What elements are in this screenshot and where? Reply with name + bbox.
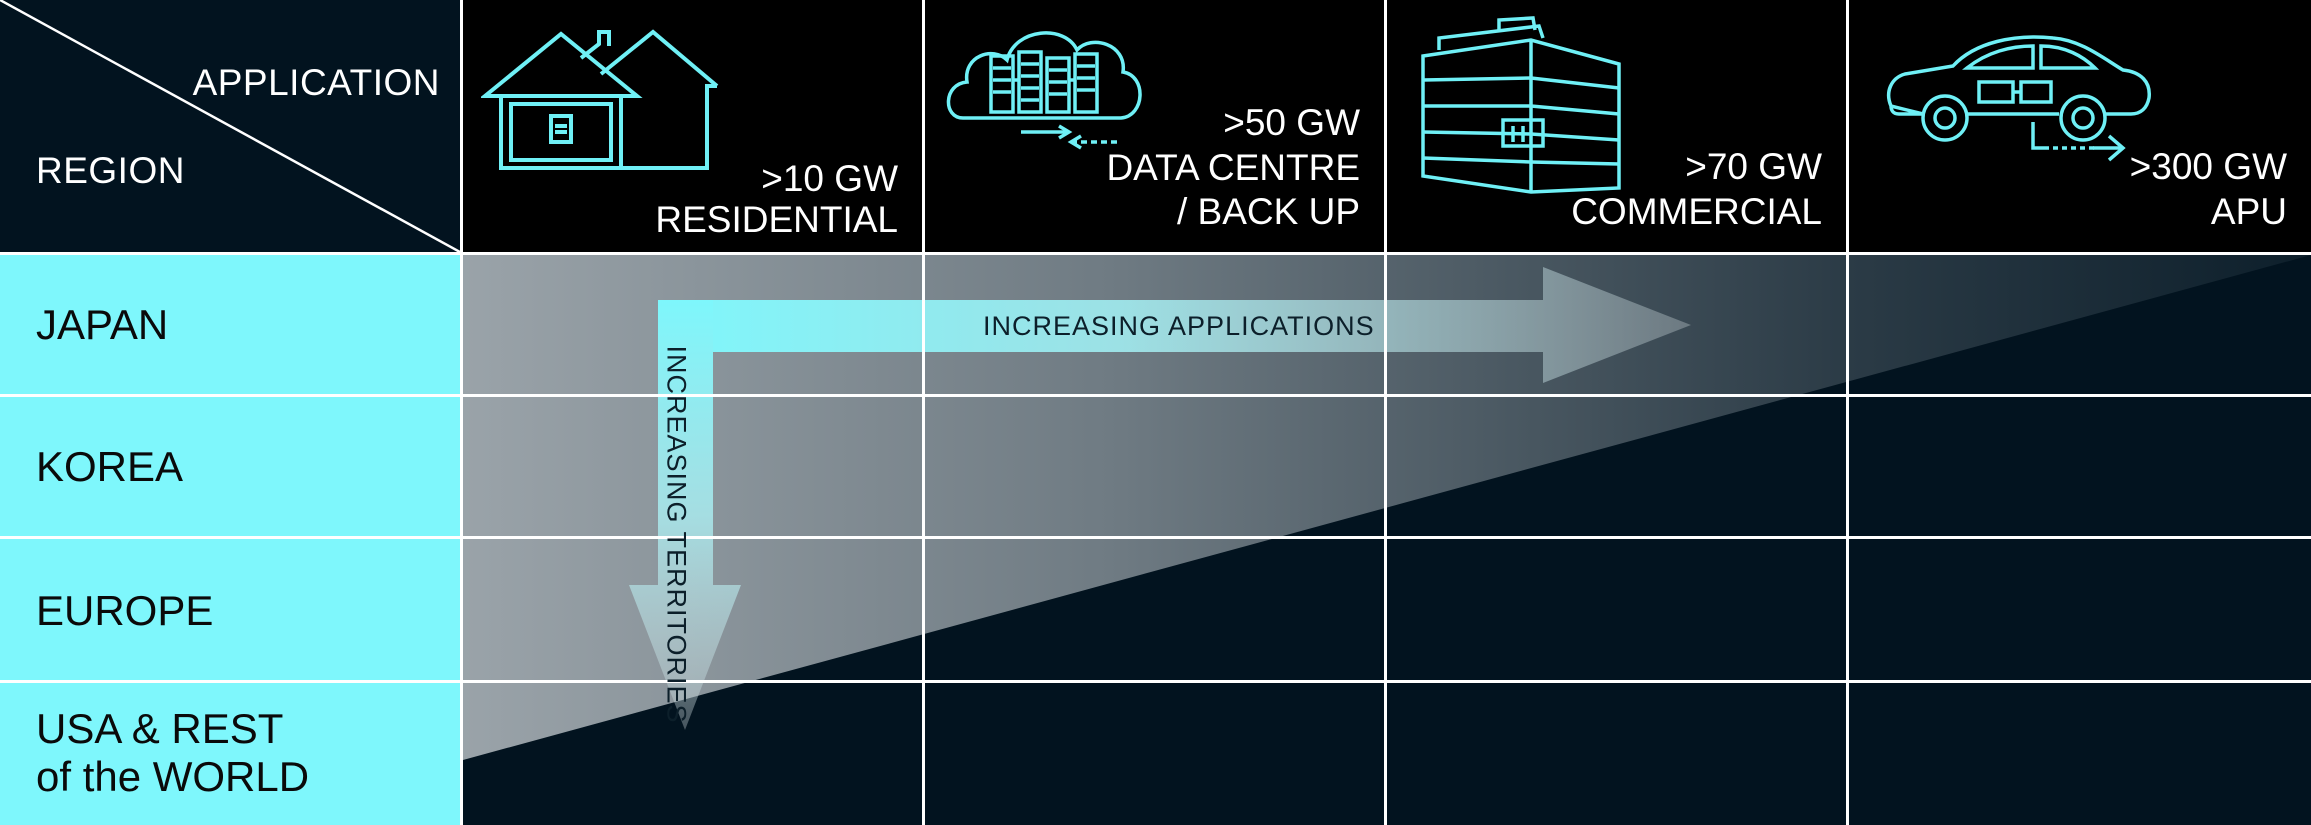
coverage-wedge: [463, 255, 2311, 760]
arrow-label-territories: INCREASING TERRITORIES: [661, 345, 692, 724]
app-name-line: / BACK UP: [1177, 191, 1360, 232]
app-capacity: >50 GW: [1223, 102, 1360, 143]
grid-cell: [1387, 539, 1849, 683]
matrix-grid: INCREASING APPLICATIONS INCREASING TERRI…: [463, 255, 2311, 825]
arrow-increasing-applications: [658, 267, 1691, 383]
region-label: KOREA: [36, 443, 184, 490]
grid-cell: [1387, 397, 1849, 539]
app-header-apu: >300 GW APU: [1849, 0, 2311, 252]
app-name-line: APU: [2210, 191, 2287, 232]
grid-cell: [463, 397, 925, 539]
region-label-line: of the WORLD: [36, 753, 310, 800]
house-icon: [481, 29, 719, 170]
app-capacity: >70 GW: [1685, 146, 1822, 187]
grid-cell: [925, 539, 1387, 683]
arrow-increasing-territories: [629, 300, 741, 730]
app-name-line: DATA CENTRE: [1106, 147, 1360, 188]
row-axis-label: REGION: [36, 150, 185, 191]
grid-cell: [1849, 539, 2311, 683]
building-icon: [1421, 16, 1621, 194]
grid-cell: [925, 683, 1387, 825]
app-name-line: COMMERCIAL: [1571, 191, 1822, 232]
region-label: JAPAN: [36, 301, 169, 348]
grid-cell: [463, 539, 925, 683]
corner-header: APPLICATION REGION: [0, 0, 460, 252]
region-usa-rest-of-world: USA & REST of the WORLD: [0, 683, 460, 825]
arrow-label-applications: INCREASING APPLICATIONS: [983, 311, 1375, 341]
app-header-residential: >10 GW RESIDENTIAL: [463, 0, 922, 252]
diagonal-divider: [0, 0, 460, 252]
grid-cell: [1849, 397, 2311, 539]
app-name-line: RESIDENTIAL: [655, 199, 898, 240]
app-header-data-centre: >50 GW DATA CENTRE / BACK UP: [925, 0, 1384, 252]
grid-cell: [1387, 683, 1849, 825]
wedge-shape: [463, 255, 2311, 760]
car-icon: [1886, 35, 2151, 162]
cloud-server-icon: [946, 31, 1142, 150]
column-axis-label: APPLICATION: [192, 62, 440, 103]
grid-cell: [1387, 255, 1849, 397]
region-japan: JAPAN: [0, 255, 460, 394]
region-label: EUROPE: [36, 587, 214, 634]
grid-cell: [925, 397, 1387, 539]
grid-cell: [925, 255, 1387, 397]
grid-cell: [1849, 255, 2311, 397]
app-capacity: >10 GW: [761, 158, 898, 199]
region-korea: KOREA: [0, 397, 460, 536]
grid-cell: [463, 255, 925, 397]
region-europe: EUROPE: [0, 539, 460, 680]
grid-cell: [1849, 683, 2311, 825]
app-capacity: >300 GW: [2129, 146, 2287, 187]
region-label-line: USA & REST: [36, 705, 284, 752]
grid-cell: [463, 683, 925, 825]
app-header-commercial: >70 GW COMMERCIAL: [1387, 0, 1846, 252]
